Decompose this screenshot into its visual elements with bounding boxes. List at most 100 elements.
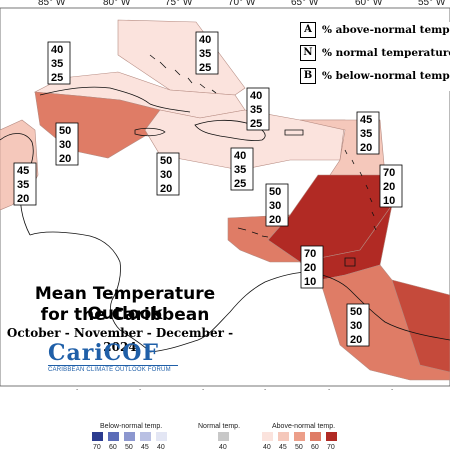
lon-label-60-top: 60° W bbox=[355, 0, 383, 8]
puerto-rico-above: 40 bbox=[234, 150, 246, 162]
guianas-above: 50 bbox=[350, 306, 362, 318]
hispaniola-below: 25 bbox=[250, 118, 262, 130]
trinidad-below: 10 bbox=[304, 276, 316, 288]
box-cayman: 50 30 20 bbox=[55, 122, 79, 166]
scale-above-0-number: 40 bbox=[263, 444, 271, 451]
scale-below-3-swatch bbox=[140, 432, 151, 441]
lon-label-80-top: 80° W bbox=[103, 0, 131, 8]
scale-normal-label: Normal temp. bbox=[198, 423, 241, 430]
scale-above-0-swatch bbox=[262, 432, 273, 441]
scale-above-2-swatch bbox=[294, 432, 305, 441]
hispaniola-above: 40 bbox=[250, 90, 262, 102]
cayman-above: 50 bbox=[59, 125, 71, 137]
jamaica-above: 50 bbox=[160, 155, 172, 167]
yucatan-normal: 35 bbox=[17, 179, 29, 191]
logo-subtitle: CARIBBEAN CLIMATE OUTLOOK FORUM bbox=[48, 365, 178, 373]
caricof-logo: CariCOF CARIBBEAN CLIMATE OUTLOOK FORUM bbox=[48, 341, 178, 373]
box-hispaniola: 40 35 25 bbox=[246, 87, 270, 131]
key-above-label: % above-normal temper bbox=[322, 24, 450, 36]
scale-below-2-number: 50 bbox=[125, 444, 133, 451]
scale-below-2-swatch bbox=[124, 432, 135, 441]
box-bahamas: 40 35 25 bbox=[195, 31, 219, 75]
coast-jamaica bbox=[134, 127, 166, 137]
jamaica-normal: 30 bbox=[160, 169, 172, 181]
scale-below-1-number: 60 bbox=[109, 444, 117, 451]
abc-above: 50 bbox=[269, 186, 281, 198]
scale-above-1-number: 45 bbox=[279, 444, 287, 451]
guianas-normal: 30 bbox=[350, 320, 362, 332]
bahamas-below: 25 bbox=[199, 62, 211, 74]
map-frame bbox=[0, 7, 450, 387]
leewards-above: 45 bbox=[360, 114, 372, 126]
box-abc: 50 30 20 bbox=[265, 183, 289, 227]
box-yucatan: 45 35 20 bbox=[13, 162, 37, 206]
leewards-below: 20 bbox=[360, 142, 372, 154]
scale-below-0-number: 70 bbox=[93, 444, 101, 451]
coast-lesser-antilles bbox=[344, 149, 377, 231]
lon-label-75-top: 75° W bbox=[165, 0, 193, 8]
cuba-below: 25 bbox=[51, 72, 63, 84]
map-subtitle: for the Caribbean bbox=[40, 305, 210, 325]
abc-below: 20 bbox=[269, 214, 281, 226]
yucatan-below: 20 bbox=[17, 193, 29, 205]
box-puerto-rico: 40 35 25 bbox=[230, 147, 254, 191]
logo-name: CariCOF bbox=[48, 340, 160, 366]
bahamas-above: 40 bbox=[199, 34, 211, 46]
scale-above-1-swatch bbox=[278, 432, 289, 441]
guianas-below: 20 bbox=[350, 334, 362, 346]
scale-above-3-number: 60 bbox=[311, 444, 319, 451]
scale-above-3-swatch bbox=[310, 432, 321, 441]
lon-label-85-top: 85° W bbox=[38, 0, 66, 8]
jamaica-below: 20 bbox=[160, 183, 172, 195]
box-guianas: 50 30 20 bbox=[346, 303, 370, 347]
trinidad-above: 70 bbox=[304, 248, 316, 260]
box-leewards: 45 35 20 bbox=[356, 111, 380, 155]
windwards-above: 70 bbox=[383, 167, 395, 179]
coast-trinidad bbox=[344, 257, 356, 267]
coastlines bbox=[0, 54, 450, 353]
bahamas-normal: 35 bbox=[199, 48, 211, 60]
cuba-normal: 35 bbox=[51, 58, 63, 70]
scale-below-4-swatch bbox=[156, 432, 167, 441]
key-normal: N bbox=[300, 45, 316, 61]
coast-south-america bbox=[149, 271, 450, 353]
scale-above-label: Above-normal temp. bbox=[272, 423, 336, 430]
scale-below-0-swatch bbox=[92, 432, 103, 441]
key-below: B bbox=[300, 68, 316, 84]
cayman-below: 20 bbox=[59, 153, 71, 165]
coast-florida-cuba bbox=[39, 86, 191, 113]
scale-below-label: Below-normal temp. bbox=[100, 423, 163, 430]
puerto-rico-below: 25 bbox=[234, 178, 246, 190]
coast-bahamas bbox=[149, 54, 217, 94]
zone-guianas-east bbox=[391, 279, 450, 373]
coast-puerto-rico bbox=[284, 129, 304, 136]
key-row-above: A % above-normal temper bbox=[300, 22, 450, 38]
leewards-normal: 35 bbox=[360, 128, 372, 140]
key-row-normal: N % normal temperature bbox=[300, 45, 450, 61]
map-title: Mean Temperature Outlook bbox=[34, 284, 216, 324]
forecast-period: October - November - December - 2024 bbox=[6, 326, 234, 354]
scale-below-3-number: 45 bbox=[141, 444, 149, 451]
yucatan-above: 45 bbox=[17, 165, 29, 177]
box-trinidad: 70 20 10 bbox=[300, 245, 324, 289]
key-below-label: % below-normal temper bbox=[322, 70, 450, 82]
probability-key-legend: A % above-normal temper N % normal tempe… bbox=[300, 22, 450, 91]
key-row-below: B % below-normal temper bbox=[300, 68, 450, 84]
box-windwards: 70 20 10 bbox=[379, 164, 403, 208]
hispaniola-normal: 35 bbox=[250, 104, 262, 116]
key-normal-label: % normal temperature bbox=[322, 47, 450, 59]
abc-normal: 30 bbox=[269, 200, 281, 212]
key-above: A bbox=[300, 22, 316, 38]
box-cuba: 40 35 25 bbox=[47, 41, 71, 85]
box-jamaica: 50 30 20 bbox=[156, 152, 180, 196]
puerto-rico-normal: 35 bbox=[234, 164, 246, 176]
probability-boxes: 40 35 25 40 35 25 45 35 20 50 30 20 50 3… bbox=[13, 31, 403, 347]
scale-normal-0-swatch bbox=[218, 432, 229, 441]
windwards-below: 10 bbox=[383, 195, 395, 207]
cuba-above: 40 bbox=[51, 44, 63, 56]
windwards-normal: 20 bbox=[383, 181, 395, 193]
trinidad-normal: 20 bbox=[304, 262, 316, 274]
coast-central-america bbox=[29, 231, 151, 353]
scale-normal-0-number: 40 bbox=[219, 444, 227, 451]
top-longitude-labels: 85° W 80° W 75° W 70° W 65° W 60° W 55° … bbox=[38, 0, 446, 8]
